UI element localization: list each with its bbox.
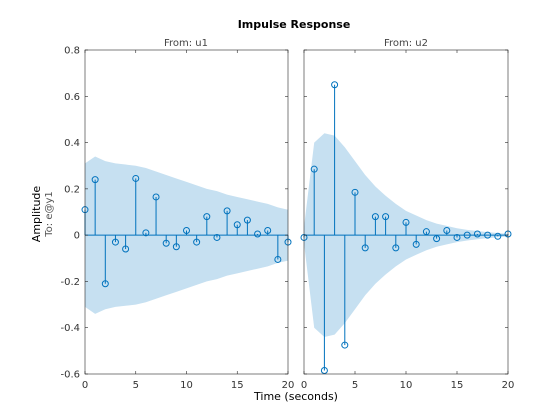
stem-marker	[412, 240, 420, 248]
input-label-u1: From: u1	[164, 38, 208, 49]
stem-marker	[443, 227, 451, 235]
stem-marker	[193, 238, 201, 246]
stem-marker	[351, 188, 359, 196]
stem-marker	[122, 245, 130, 253]
x-tick-label: 15	[231, 380, 244, 391]
y-tick-label: 0.8	[64, 46, 80, 57]
stem-marker	[484, 231, 492, 239]
stem-marker	[382, 213, 390, 221]
stem-marker	[91, 176, 99, 184]
stem-marker	[101, 280, 109, 288]
stem-marker	[392, 244, 400, 252]
stem-marker	[310, 165, 318, 173]
stem-marker	[111, 238, 119, 246]
x-tick-label: 20	[502, 380, 515, 391]
y-tick-label: -0.2	[60, 277, 80, 288]
stem-marker	[183, 227, 190, 235]
y-tick-label: 0.2	[64, 184, 80, 195]
stem-marker	[233, 221, 241, 229]
x-tick-label: 20	[282, 380, 295, 391]
stem-marker	[320, 367, 328, 375]
stem-marker	[172, 243, 180, 251]
y-tick-label: -0.4	[60, 323, 80, 334]
x-tick-label: 5	[352, 380, 358, 391]
x-tick-label: 10	[400, 380, 413, 391]
stem-marker	[132, 174, 140, 182]
stem-marker	[254, 230, 262, 238]
y-tick-label: 0.6	[64, 92, 80, 103]
panel-u2: From: u2 0 5 10 15 20	[300, 38, 515, 391]
stem-marker	[223, 207, 231, 215]
stem-marker	[274, 255, 282, 263]
stem-marker	[371, 213, 379, 221]
x-tick-label: 10	[180, 380, 193, 391]
y-tick-label: -0.6	[60, 370, 80, 381]
stem-marker	[341, 341, 349, 349]
stem-marker	[203, 213, 211, 221]
stem-marker	[494, 232, 502, 240]
panel-u1: From: u1 0 5 10 15 20 -0.6 -0.4 -0.2 0 0.2 0.4 0.6 0…	[60, 38, 294, 391]
y-tick-label: 0	[74, 231, 80, 242]
chart-title: Impulse Response	[238, 18, 351, 31]
stem-marker	[422, 228, 430, 236]
stem-marker	[264, 227, 272, 235]
x-tick-label: 0	[82, 380, 88, 391]
stem-marker	[243, 216, 251, 224]
x-tick-label: 15	[451, 380, 464, 391]
y-axis-label: Amplitude	[30, 186, 43, 243]
stem-marker	[142, 229, 150, 237]
stem-marker	[453, 233, 461, 241]
stem-marker	[361, 244, 369, 252]
y-tick-label: 0.4	[64, 138, 80, 149]
x-tick-label: 5	[133, 380, 139, 391]
stem-marker	[331, 81, 339, 89]
stem-marker	[473, 230, 481, 238]
stem-marker	[433, 235, 441, 243]
stem-marker	[463, 231, 471, 239]
stem-marker	[402, 218, 410, 226]
output-label: To: e@y1	[44, 191, 55, 238]
x-tick-label: 0	[301, 380, 307, 391]
stem-marker	[162, 239, 170, 247]
input-label-u2: From: u2	[384, 38, 428, 49]
stem-marker	[152, 193, 160, 201]
stem-marker	[213, 233, 221, 241]
x-axis-label: Time (seconds)	[253, 390, 338, 403]
